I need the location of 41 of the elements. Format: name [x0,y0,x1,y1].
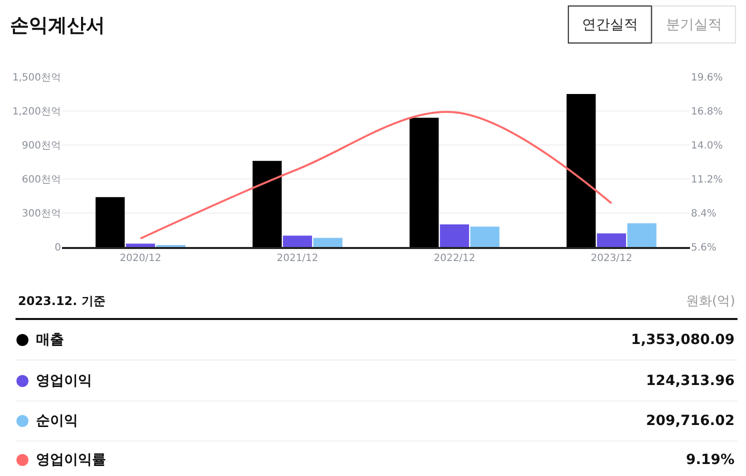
bar [410,118,439,247]
y2-tick-label: 14.0% [691,140,723,152]
text: 9.19% [686,452,735,468]
legend-label: 영업이익률 [36,452,106,468]
y-tick-label: 900천억 [22,140,61,152]
bar [126,244,156,247]
y2-tick-label: 16.8% [691,106,723,118]
y2-tick-label: 19.6% [691,72,723,84]
text: 1,353,080.09 [631,332,735,348]
y-tick-label: 600천억 [22,174,61,186]
text: 209,716.02 [646,413,735,429]
text: 원화(억) [686,294,736,309]
bar [282,236,312,247]
bar [252,160,282,247]
bar [313,238,342,247]
bar [596,233,626,247]
bar [566,94,596,247]
y2-tick-label: 11.2% [691,174,723,186]
legend-label: 순이익 [36,413,78,429]
y-tick-label: 1,500천억 [12,72,61,84]
y-tick-label: 1,200천억 [12,106,61,118]
bar [470,226,500,247]
y2-tick-label: 5.6% [691,242,716,254]
bar [96,197,125,247]
chart-title: 손익계산서 [10,14,105,37]
x-tick-label: 2022/12 [434,252,476,264]
bar [627,223,656,247]
text: 2023.12. 기준 [18,294,106,308]
x-tick-label: 2021/12 [276,252,318,264]
legend-label: 매출 [36,332,64,348]
line-series [140,111,612,240]
y2-tick-label: 8.4% [691,208,716,220]
text: 분기실적 [666,17,722,33]
text: 연간실적 [582,17,638,33]
x-tick-label: 2020/12 [120,252,162,264]
legend-label: 영업이익 [36,373,92,389]
bar [440,224,470,247]
y-tick-label: 0 [54,242,61,254]
text: 124,313.96 [646,373,735,389]
y-tick-label: 300천억 [22,208,61,220]
x-tick-label: 2023/12 [590,252,632,264]
